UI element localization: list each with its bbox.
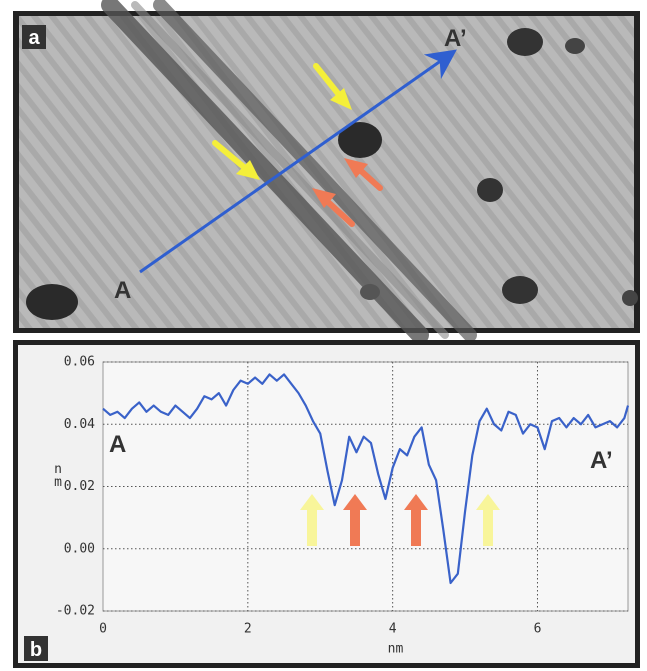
annotation: A [109, 431, 126, 458]
y-tick-label: 0.06 [64, 355, 95, 370]
profile-line [139, 49, 457, 274]
plot-area [102, 361, 629, 612]
annotation: A’ [590, 447, 613, 474]
panel-label-box [24, 636, 48, 661]
panel-label-box [22, 25, 46, 49]
x-tick-label: 6 [534, 622, 542, 637]
y-tick-label: -0.02 [56, 604, 95, 619]
x-axis-label: nm [388, 642, 404, 657]
plot: 0.06 0.04 0.02 0.00 -0.02 0 2 4 6 nm nm A A’ [51, 355, 630, 657]
y-tick-label: 0.04 [64, 417, 95, 432]
y-tick-label: 0.02 [64, 479, 95, 494]
stm-image [19, 0, 638, 344]
profile-arrows [300, 494, 500, 546]
end-label: A’ [444, 25, 467, 52]
x-tick-label: 0 [99, 622, 107, 637]
start-label: A [114, 277, 131, 304]
profile-line [102, 373, 630, 585]
panel-label: a [28, 27, 40, 49]
x-tick-label: 2 [244, 622, 252, 637]
pointer-arrows [212, 63, 383, 227]
panel-label: b [30, 639, 42, 661]
y-axis-label: nm [51, 462, 66, 488]
y-tick-label: 0.00 [64, 541, 95, 556]
x-tick-label: 4 [389, 622, 397, 637]
